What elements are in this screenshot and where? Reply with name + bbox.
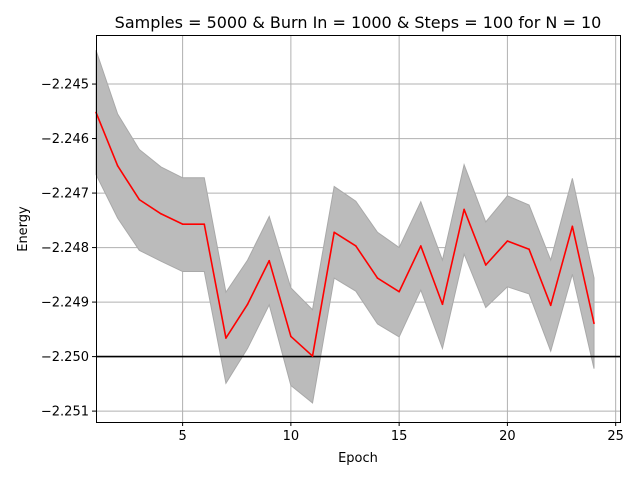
data-point: [203, 223, 206, 225]
y-tick-label: −2.247: [41, 187, 89, 202]
y-tick-label: −2.250: [41, 350, 89, 365]
x-tick-label: 15: [391, 429, 408, 444]
data-point: [116, 165, 119, 167]
data-point: [355, 245, 357, 247]
data-point: [398, 290, 400, 293]
series-line: [95, 112, 595, 357]
data-point: [463, 208, 465, 211]
series-line-layer: [95, 111, 595, 357]
y-tick-label: −2.249: [41, 296, 89, 311]
confidence-band-layer: [95, 50, 595, 404]
data-point: [181, 223, 184, 225]
data-point: [376, 277, 379, 279]
x-tick-label: 20: [499, 429, 516, 444]
y-tick-label: −2.246: [41, 132, 89, 147]
data-point: [268, 259, 271, 262]
plot-frame: [96, 35, 621, 423]
data-point: [441, 303, 444, 306]
data-point: [311, 355, 314, 357]
data-point: [571, 225, 574, 228]
ticks: 5 10 15 20 25 −2.251 −2.250 −2.249 −2.248 −2.247 −…: [41, 78, 624, 444]
confidence-band: [95, 50, 595, 404]
data-point: [484, 264, 487, 266]
data-point: [506, 240, 509, 242]
y-tick-label: −2.251: [41, 405, 89, 420]
data-point: [333, 231, 335, 234]
x-axis-label: Epoch: [338, 451, 378, 466]
chart-title: Samples = 5000 & Burn In = 1000 & Steps …: [115, 13, 602, 32]
y-tick-label: −2.248: [41, 241, 89, 256]
data-point: [290, 335, 292, 338]
data-point: [160, 212, 162, 215]
y-axis-label: Energy: [16, 206, 31, 252]
data-point: [246, 303, 249, 306]
data-point: [225, 337, 227, 339]
x-tick-label: 5: [178, 429, 186, 444]
data-point: [528, 248, 530, 251]
data-point: [593, 322, 595, 325]
x-tick-label: 25: [607, 429, 624, 444]
data-point: [138, 198, 141, 201]
data-point: [549, 304, 552, 307]
data-point: [419, 245, 422, 247]
y-tick-label: −2.245: [41, 78, 89, 93]
x-tick-label: 10: [283, 429, 300, 444]
